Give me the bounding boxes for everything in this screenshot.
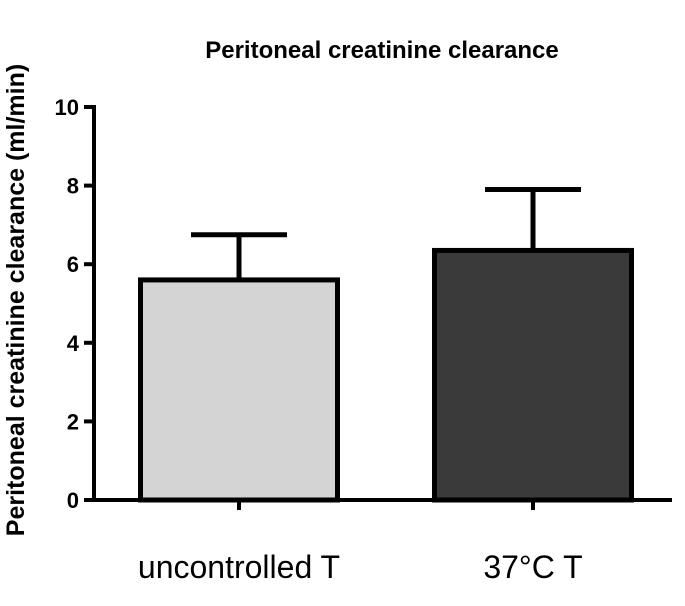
y-tick-label: 0 [67,488,79,513]
y-tick-label: 6 [67,252,79,277]
bar [432,247,634,503]
chart-title: Peritoneal creatinine clearance [205,37,559,64]
x-tick-label: uncontrolled T [138,549,340,585]
y-tick-label: 10 [55,95,79,120]
y-tick-label: 2 [67,409,79,434]
bar [138,277,340,503]
plot-area: 0 2 4 6 8 10 uncontrolled T 37°C T [55,95,672,585]
y-axis-label: Peritoneal creatinine clearance (ml/min) [2,64,30,536]
y-tick-label: 8 [67,174,79,199]
x-tick-label: 37°C T [483,549,582,585]
y-tick-label: 4 [67,331,80,356]
